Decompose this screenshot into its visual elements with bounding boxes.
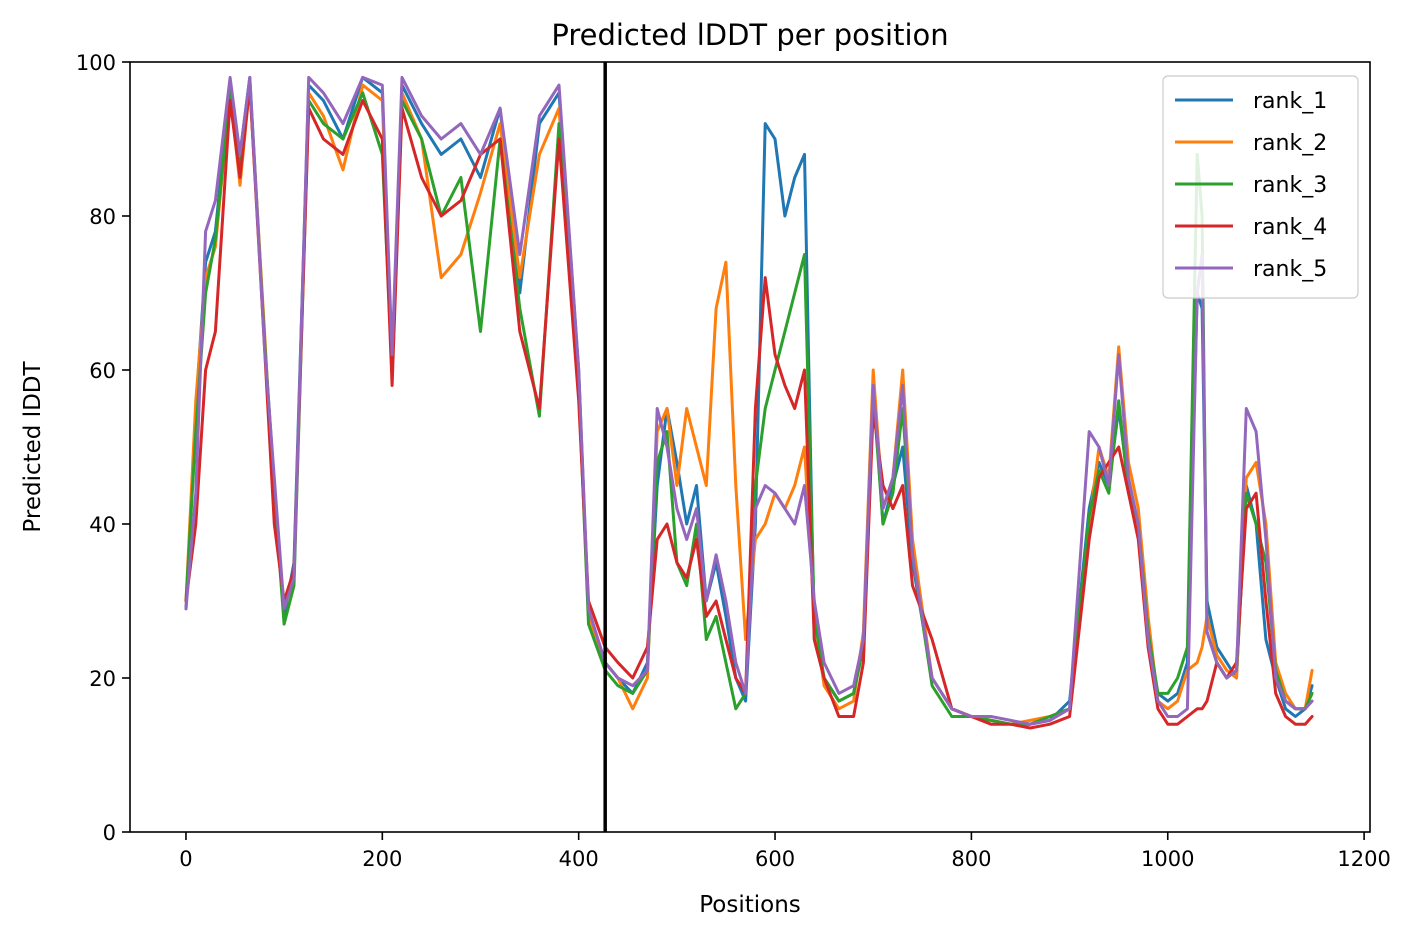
legend-label: rank_1 <box>1253 89 1327 114</box>
x-tick-label: 1200 <box>1337 847 1390 871</box>
y-tick-label: 100 <box>76 51 116 75</box>
x-tick-label: 200 <box>362 847 402 871</box>
y-tick-label: 40 <box>89 513 116 537</box>
x-axis-label: Positions <box>699 892 801 918</box>
y-tick-label: 20 <box>89 667 116 691</box>
legend-label: rank_4 <box>1253 215 1327 240</box>
series-layer <box>184 75 1314 730</box>
x-tick-label: 0 <box>179 847 192 871</box>
legend: rank_1 rank_2 rank_3 rank_4 rank_5 <box>1162 75 1359 299</box>
legend-label: rank_5 <box>1253 257 1327 282</box>
plot-frame <box>129 61 1371 833</box>
x-tick-label: 800 <box>951 847 991 871</box>
x-axis: 0 200 400 600 800 1000 1200 <box>179 832 1391 871</box>
y-tick-label: 60 <box>89 359 116 383</box>
y-tick-label: 0 <box>103 821 116 845</box>
y-tick-label: 80 <box>89 205 116 229</box>
series-line-5 <box>184 75 1314 726</box>
x-tick-label: 600 <box>755 847 795 871</box>
chart-title: Predicted lDDT per position <box>551 18 948 52</box>
x-tick-label: 400 <box>559 847 599 871</box>
legend-label: rank_2 <box>1253 131 1327 156</box>
y-axis-label: Predicted lDDT <box>20 360 46 532</box>
legend-label: rank_3 <box>1253 173 1327 198</box>
y-axis: 0 20 40 60 80 100 <box>76 51 130 845</box>
series-line-4 <box>184 83 1314 730</box>
x-tick-label: 1000 <box>1141 847 1194 871</box>
legend-box <box>1162 75 1359 299</box>
